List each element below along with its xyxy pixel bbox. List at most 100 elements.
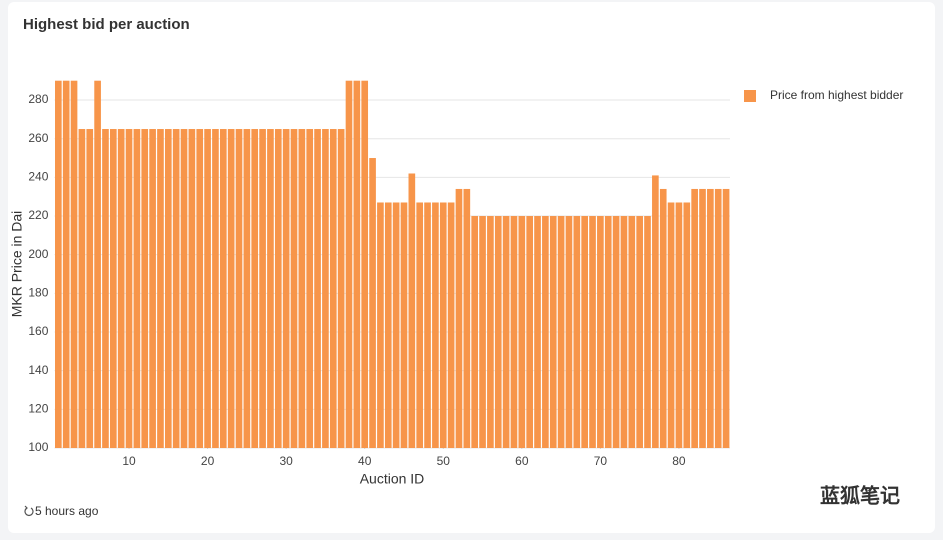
bar: [675, 202, 683, 448]
bar: [581, 216, 588, 448]
bar: [94, 80, 101, 448]
bar: [70, 80, 78, 448]
bar: [267, 129, 274, 449]
bar: [290, 129, 298, 449]
bar: [172, 129, 180, 449]
bar: [345, 80, 353, 448]
bar: [227, 129, 235, 449]
bar: [479, 216, 486, 448]
bar: [589, 216, 596, 448]
bar: [125, 129, 133, 449]
bar: [620, 216, 628, 448]
bar: [518, 216, 526, 448]
bar: [353, 80, 361, 448]
bar: [463, 188, 471, 448]
bar: [557, 216, 565, 448]
bar: [487, 216, 494, 448]
bar: [251, 129, 259, 449]
refresh-icon: [24, 505, 34, 516]
y-tick-label: 220: [28, 208, 48, 222]
bar: [542, 216, 549, 448]
bar: [494, 216, 502, 448]
updated-time: 5 hours ago: [35, 504, 99, 518]
bar: [683, 202, 691, 448]
bar: [109, 129, 117, 449]
bar: [102, 129, 109, 449]
x-tick-label: 40: [358, 454, 372, 468]
bar: [361, 80, 369, 448]
bar: [612, 216, 620, 448]
legend-label: Price from highest bidder: [770, 88, 903, 102]
bar: [86, 129, 94, 449]
bar: [408, 173, 416, 448]
bar: [604, 216, 612, 448]
bar: [526, 216, 534, 448]
bar: [282, 129, 290, 449]
bar: [369, 158, 376, 449]
bar: [133, 129, 141, 449]
bar: [377, 202, 384, 448]
bar: [565, 216, 573, 448]
bar: [636, 216, 643, 448]
bar: [628, 216, 636, 448]
bar: [534, 216, 541, 448]
bar: [432, 202, 439, 448]
x-tick-label: 30: [279, 454, 293, 468]
bar: [274, 129, 282, 449]
bar: [510, 216, 518, 448]
bar: [707, 188, 714, 448]
card-title: Highest bid per auction: [23, 16, 190, 33]
bar: [416, 202, 424, 448]
bar: [219, 129, 227, 449]
bar: [691, 188, 698, 448]
y-tick-label: 140: [28, 363, 48, 377]
legend-swatch: [744, 90, 756, 102]
bar: [149, 129, 156, 449]
bar: [714, 188, 722, 448]
bar: [212, 129, 219, 449]
bar: [392, 202, 400, 448]
bar: [298, 129, 306, 449]
bar: [188, 129, 196, 449]
bar: [400, 202, 408, 448]
y-tick-label: 260: [28, 131, 48, 145]
bar: [259, 129, 266, 449]
bar: [549, 216, 557, 448]
bar: [424, 202, 431, 448]
bar: [471, 216, 479, 448]
y-tick-label: 160: [28, 324, 48, 338]
x-tick-label: 60: [515, 454, 529, 468]
y-axis-label: MKR Price in Dai: [9, 211, 25, 318]
x-axis-label: Auction ID: [360, 471, 425, 487]
x-tick-label: 10: [122, 454, 136, 468]
x-tick-label: 50: [437, 454, 451, 468]
bar: [384, 202, 392, 448]
bar: [337, 129, 345, 449]
y-tick-label: 280: [28, 92, 48, 106]
bar: [667, 202, 675, 448]
y-tick-label: 120: [28, 402, 48, 416]
y-tick-label: 180: [28, 286, 48, 300]
y-tick-label: 100: [28, 440, 48, 454]
bar: [235, 129, 243, 449]
watermark: 蓝狐笔记: [820, 483, 900, 507]
bar: [141, 129, 149, 449]
y-tick-label: 240: [28, 170, 48, 184]
bar: [62, 80, 70, 448]
bar: [180, 129, 188, 449]
bar: [55, 80, 62, 448]
bar: [329, 129, 337, 449]
bar: [157, 129, 164, 449]
bar: [164, 129, 172, 449]
bar: [314, 129, 321, 449]
bar: [243, 129, 251, 449]
bar: [117, 129, 125, 449]
bar: [644, 216, 651, 448]
bar: [659, 188, 667, 448]
bar: [699, 188, 706, 448]
bar: [502, 216, 510, 448]
bar: [322, 129, 329, 449]
bar: [196, 129, 204, 449]
